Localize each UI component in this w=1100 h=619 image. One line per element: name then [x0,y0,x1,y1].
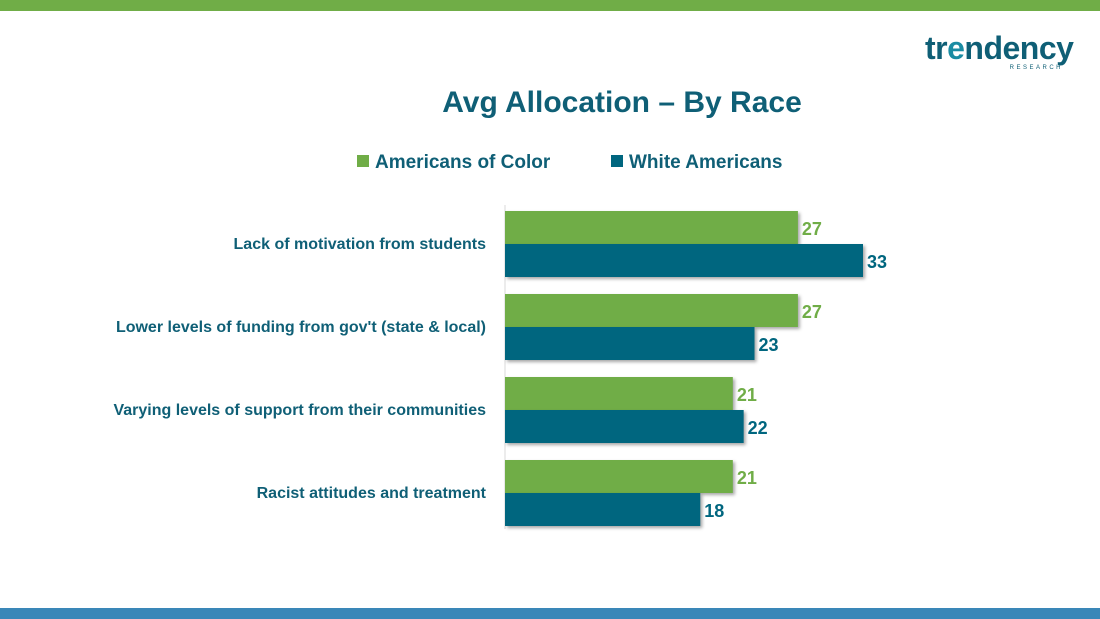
bar-americans-of-color-3 [505,377,733,410]
category-label-3: Varying levels of support from their com… [113,402,486,419]
data-label-white-americans-4: 18 [704,501,724,521]
data-label-americans-of-color-4: 21 [737,468,757,488]
bar-white-americans-3 [505,410,744,443]
category-label-2: Lower levels of funding from gov't (stat… [116,319,486,336]
logo-subtext: RESEARCH [1009,65,1063,71]
data-label-americans-of-color-2: 27 [802,302,822,322]
top-accent-bar [0,0,1100,11]
bar-white-americans-2 [505,327,755,360]
legend-label-white-americans: White Americans [629,152,783,173]
data-label-white-americans-2: 23 [759,335,779,355]
bar-americans-of-color-2 [505,294,798,327]
trendency-logo: trendency RESEARCH [925,30,1075,74]
legend-swatch-americans-of-color [357,155,369,167]
logo-wordmark: trendency [925,30,1074,66]
legend-label-americans-of-color: Americans of Color [375,152,551,173]
legend-item-americans-of-color: Americans of Color [357,152,550,174]
data-label-americans-of-color-3: 21 [737,385,757,405]
legend-swatch-white-americans [611,155,623,167]
category-label-1: Lack of motivation from students [234,236,487,253]
bar-americans-of-color-1 [505,211,798,244]
bottom-accent-bar [0,608,1100,619]
legend-item-white-americans: White Americans [611,152,782,174]
bar-white-americans-4 [505,493,701,526]
bar-americans-of-color-4 [505,460,733,493]
data-label-white-americans-3: 22 [748,418,768,438]
bar-white-americans-1 [505,244,863,277]
chart-title: Avg Allocation – By Race [442,86,802,119]
data-label-white-americans-1: 33 [867,252,887,272]
data-label-americans-of-color-1: 27 [802,219,822,239]
category-label-4: Racist attitudes and treatment [257,485,487,502]
